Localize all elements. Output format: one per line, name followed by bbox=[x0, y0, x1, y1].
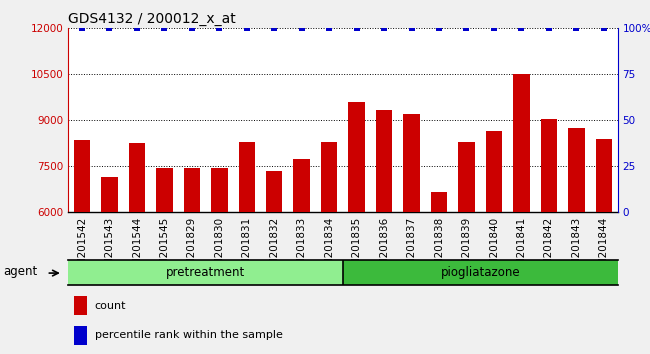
Bar bbox=[129, 143, 145, 354]
Bar bbox=[68, 260, 343, 285]
Text: GSM201832: GSM201832 bbox=[269, 217, 280, 280]
Bar bbox=[486, 131, 502, 354]
Text: GSM201838: GSM201838 bbox=[434, 217, 444, 280]
Text: percentile rank within the sample: percentile rank within the sample bbox=[95, 330, 283, 340]
Point bbox=[132, 25, 142, 31]
Bar bbox=[541, 119, 557, 354]
Text: GSM201842: GSM201842 bbox=[544, 217, 554, 280]
Bar bbox=[73, 326, 88, 344]
Bar bbox=[513, 74, 530, 354]
Point bbox=[296, 25, 307, 31]
Text: GSM201836: GSM201836 bbox=[379, 217, 389, 280]
Point bbox=[77, 25, 87, 31]
Text: GSM201837: GSM201837 bbox=[406, 217, 417, 280]
Point bbox=[489, 25, 499, 31]
Text: GSM201833: GSM201833 bbox=[296, 217, 307, 280]
Bar bbox=[321, 142, 337, 354]
Bar bbox=[293, 159, 310, 354]
Text: count: count bbox=[95, 301, 126, 310]
Bar bbox=[211, 168, 227, 354]
Bar bbox=[458, 142, 474, 354]
Bar bbox=[431, 193, 447, 354]
Bar bbox=[73, 140, 90, 354]
Bar bbox=[73, 296, 88, 315]
Point bbox=[543, 25, 554, 31]
Point bbox=[104, 25, 114, 31]
Text: GSM201542: GSM201542 bbox=[77, 217, 87, 280]
Bar bbox=[348, 102, 365, 354]
Text: GSM201544: GSM201544 bbox=[132, 217, 142, 280]
Point bbox=[187, 25, 197, 31]
Text: GSM201843: GSM201843 bbox=[571, 217, 581, 280]
Text: GSM201831: GSM201831 bbox=[242, 217, 252, 280]
Text: GSM201543: GSM201543 bbox=[105, 217, 114, 280]
Point bbox=[462, 25, 472, 31]
Point bbox=[406, 25, 417, 31]
Bar bbox=[343, 260, 618, 285]
Text: GSM201844: GSM201844 bbox=[599, 217, 609, 280]
Bar bbox=[239, 142, 255, 354]
Bar bbox=[595, 139, 612, 354]
Bar bbox=[101, 177, 118, 354]
Text: pretreatment: pretreatment bbox=[166, 266, 245, 279]
Text: GSM201839: GSM201839 bbox=[462, 217, 471, 280]
Text: piogliatazone: piogliatazone bbox=[441, 266, 520, 279]
Point bbox=[571, 25, 582, 31]
Text: GSM201840: GSM201840 bbox=[489, 217, 499, 280]
Point bbox=[379, 25, 389, 31]
Text: GSM201834: GSM201834 bbox=[324, 217, 334, 280]
Point bbox=[269, 25, 280, 31]
Text: GSM201841: GSM201841 bbox=[516, 217, 526, 280]
Text: agent: agent bbox=[3, 265, 38, 278]
Point bbox=[516, 25, 526, 31]
Bar bbox=[376, 110, 393, 354]
Bar bbox=[403, 114, 420, 354]
Bar bbox=[568, 128, 584, 354]
Point bbox=[242, 25, 252, 31]
Text: GSM201830: GSM201830 bbox=[214, 217, 224, 280]
Text: GDS4132 / 200012_x_at: GDS4132 / 200012_x_at bbox=[68, 12, 236, 26]
Point bbox=[352, 25, 362, 31]
Point bbox=[159, 25, 170, 31]
Bar bbox=[183, 168, 200, 354]
Bar bbox=[156, 168, 173, 354]
Text: GSM201545: GSM201545 bbox=[159, 217, 170, 280]
Text: GSM201829: GSM201829 bbox=[187, 217, 197, 280]
Point bbox=[214, 25, 224, 31]
Point bbox=[434, 25, 444, 31]
Point bbox=[324, 25, 334, 31]
Text: GSM201835: GSM201835 bbox=[352, 217, 361, 280]
Point bbox=[599, 25, 609, 31]
Bar bbox=[266, 171, 283, 354]
